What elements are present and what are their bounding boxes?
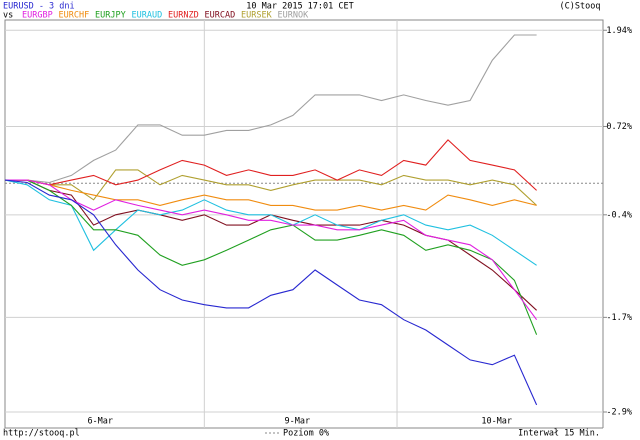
series-line: [5, 34, 537, 184]
copyright: (C)Stooq: [560, 2, 601, 12]
vs-label: vs: [3, 11, 13, 21]
x-tick-label: 6-Mar: [87, 417, 113, 427]
x-tick-label: 9-Mar: [285, 417, 311, 427]
footer-interval: Interwał 15 Min.: [518, 429, 600, 439]
y-tick-label: 1.94%: [606, 26, 632, 36]
y-tick-label: -1.7%: [606, 313, 632, 323]
legend-entry: EURNOK: [278, 11, 310, 21]
y-tick-label: 0.72%: [606, 122, 632, 132]
footer-level: Poziom 0%: [283, 429, 329, 439]
chart-title: EURUSD - 3 dni: [3, 2, 75, 12]
x-tick-label: 10-Mar: [481, 417, 512, 427]
series-line: [5, 179, 538, 335]
series-line: [4, 179, 538, 406]
series-line: [4, 179, 537, 266]
legend-entry: EURAUD: [132, 11, 163, 21]
y-tick-label: -2.9%: [606, 408, 632, 418]
legend-entry: EURCAD: [205, 11, 236, 21]
legend-entry: EURCHF: [59, 11, 90, 21]
series-line: [5, 179, 537, 211]
series-line: [5, 139, 537, 191]
legend-entry: EURGBP: [22, 11, 53, 21]
legend-entry: EURJPY: [95, 11, 126, 21]
y-tick-label: -0.4%: [606, 210, 632, 220]
series-line: [5, 169, 537, 206]
timestamp: 10 Mar 2015 17:01 CET: [246, 2, 353, 12]
series-line: [5, 179, 538, 321]
footer-url: http://stooq.pl: [3, 429, 80, 439]
legend-entry: EURSEK: [241, 11, 273, 21]
series-line: [5, 179, 537, 311]
legend-entry: EURNZD: [168, 11, 199, 21]
